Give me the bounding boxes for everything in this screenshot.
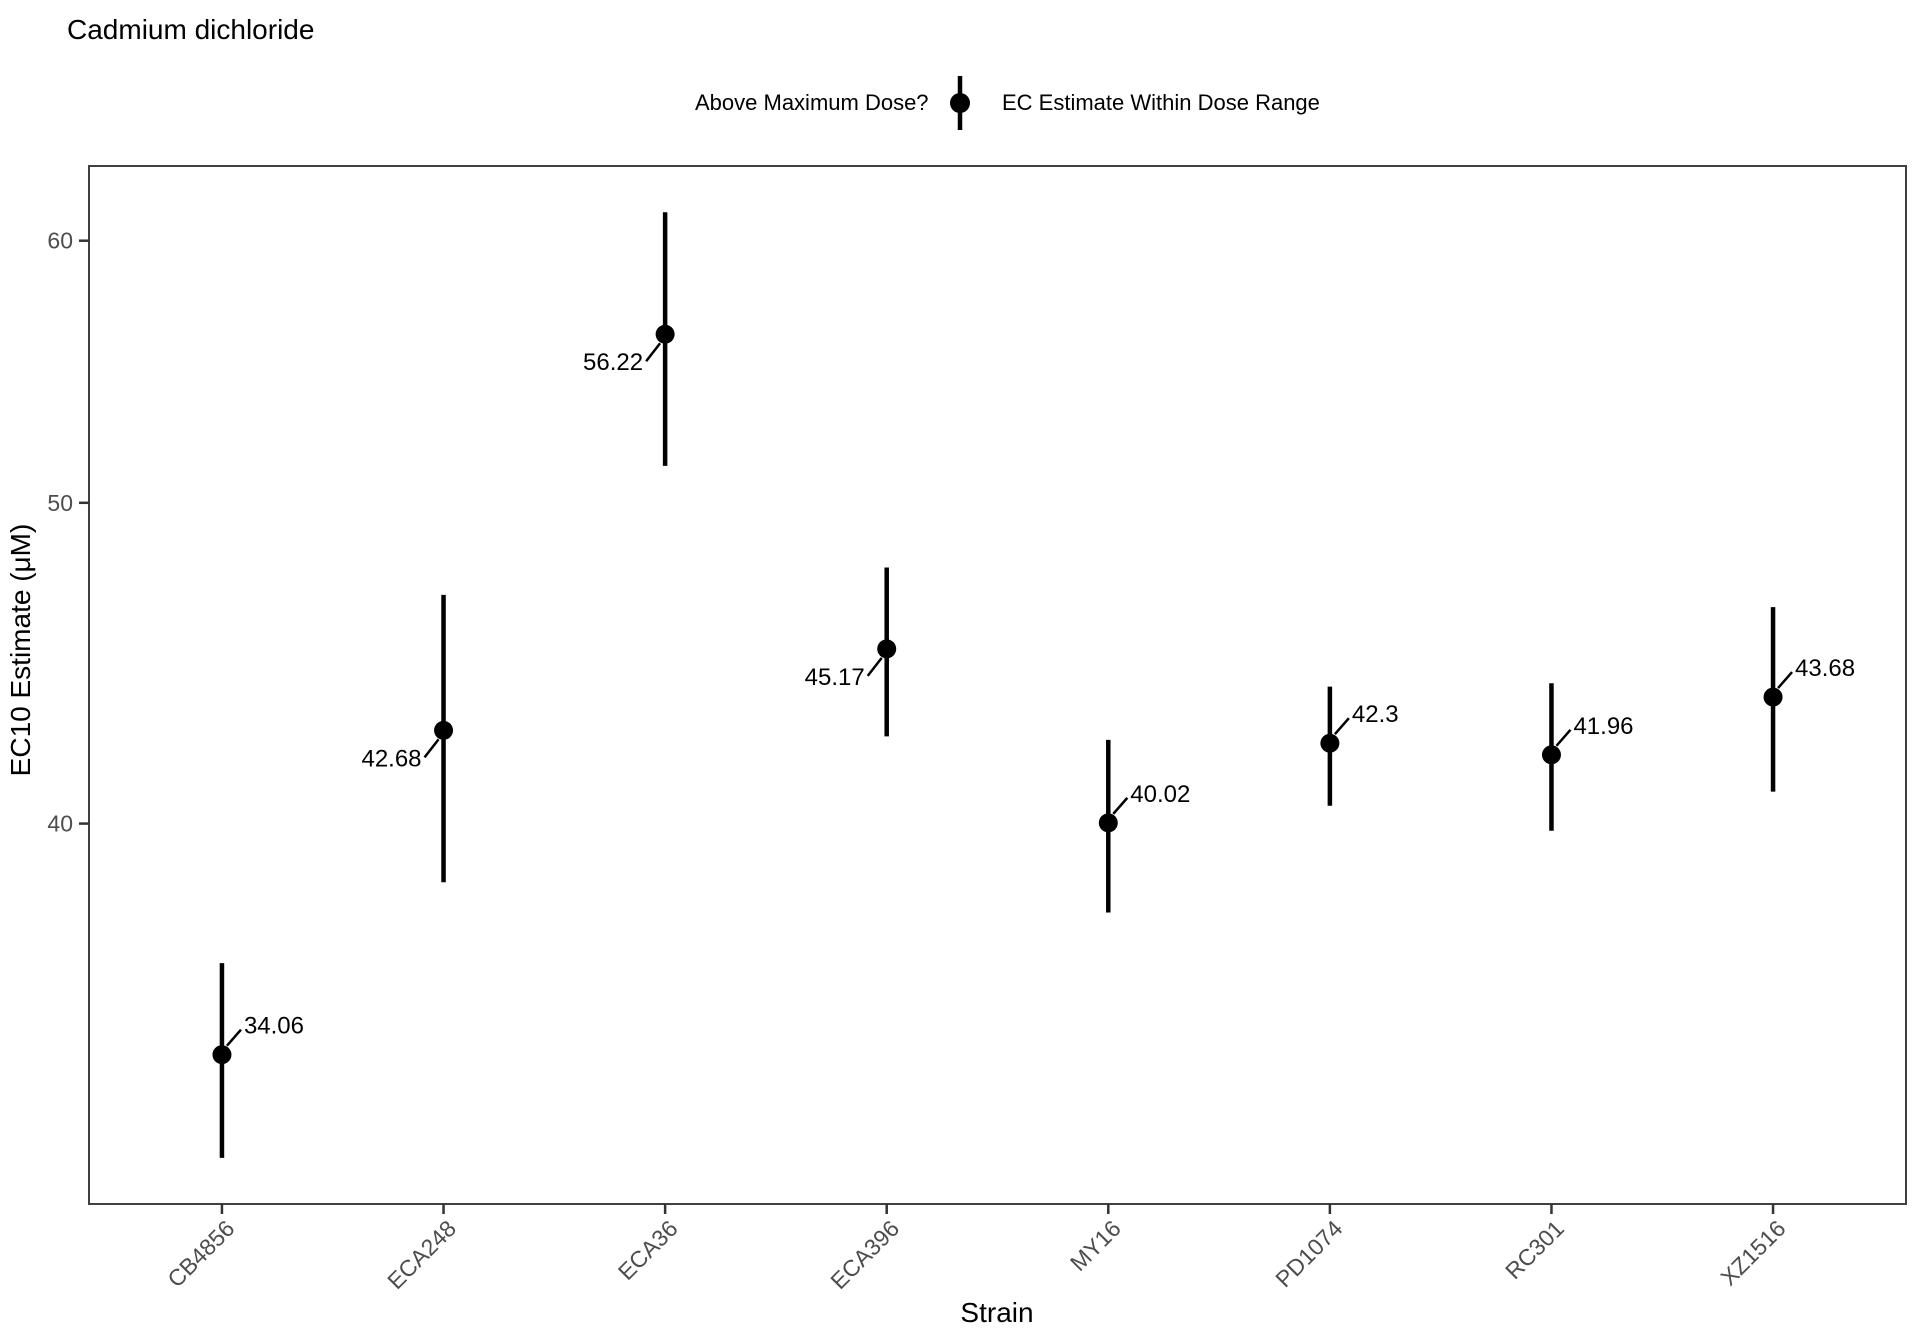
x-tick-label: ECA36 [613,1215,683,1285]
x-tick-label: ECA396 [825,1215,904,1294]
label-leader-line [1777,671,1793,689]
x-tick-label: MY16 [1065,1215,1126,1276]
data-point [1763,687,1783,707]
y-tick-label: 40 [47,811,73,837]
label-leader-line [645,342,662,363]
data-point [1541,745,1561,765]
point-label: 40.02 [1130,781,1190,808]
data-point [655,324,675,344]
x-axis-ticks: CB4856 ECA248 ECA36 ECA396 MY16 PD1074 RC301 XZ… [162,1204,1791,1294]
y-tick-label: 50 [47,490,73,516]
x-tick-label: ECA248 [382,1215,461,1294]
point-label: 34.06 [244,1013,304,1040]
label-leader-line [1112,797,1129,815]
plot-panel [88,165,1907,1205]
data-point [1098,813,1118,833]
y-axis-title: EC10 Estimate (μM) [5,524,36,777]
data-marks: 34.06 42.68 56.22 45.17 40.02 42.3 41.96 43.68 [212,212,1855,1158]
label-leader-line [1555,728,1572,747]
y-axis-ticks: 40 50 60 [47,228,89,837]
x-tick-label: XZ1516 [1715,1215,1790,1290]
x-tick-label: PD1074 [1270,1215,1347,1292]
point-label: 43.68 [1795,655,1855,682]
legend: Above Maximum Dose? EC Estimate Within D… [695,76,1320,130]
x-axis-title: Strain [960,1297,1033,1328]
data-point [1320,733,1340,753]
data-point [212,1045,232,1065]
label-leader-line [226,1028,242,1047]
data-point [434,720,454,740]
point-label: 41.96 [1573,713,1633,740]
y-tick-label: 60 [47,228,73,254]
legend-item-label: EC Estimate Within Dose Range [1002,90,1320,115]
legend-key-point-with-errorbar-icon [950,76,970,130]
point-label: 45.17 [805,664,865,691]
point-label: 56.22 [583,349,643,376]
label-leader-line [1333,717,1350,736]
label-leader-line [866,657,883,677]
point-label: 42.68 [361,745,421,772]
point-label: 42.3 [1352,701,1399,728]
x-tick-label: CB4856 [162,1215,239,1292]
x-tick-label: RC301 [1500,1215,1569,1284]
label-leader-line [423,738,440,759]
legend-title: Above Maximum Dose? [695,90,929,115]
data-point [877,639,897,659]
legend-point [950,93,970,113]
plot-title: Cadmium dichloride [67,14,314,45]
